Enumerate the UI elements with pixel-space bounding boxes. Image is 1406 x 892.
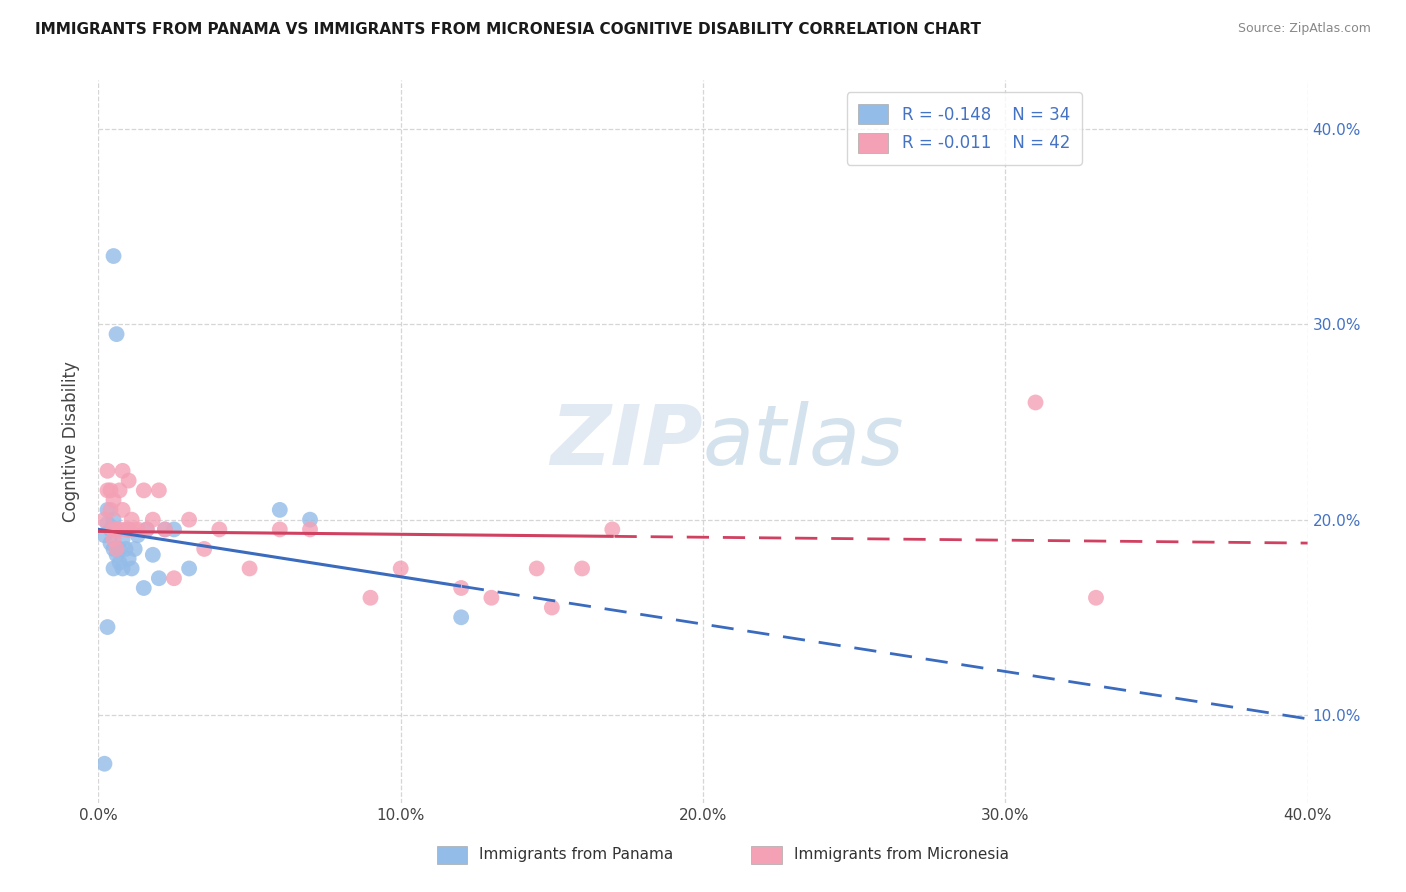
Text: Source: ZipAtlas.com: Source: ZipAtlas.com (1237, 22, 1371, 36)
Point (105, 523, 128, 537)
Point (142, 548, 165, 562)
Text: IMMIGRANTS FROM PANAMA VS IMMIGRANTS FROM MICRONESIA COGNITIVE DISABILITY CORREL: IMMIGRANTS FROM PANAMA VS IMMIGRANTS FRO… (35, 22, 981, 37)
Point (118, 474, 141, 488)
Point (163, 523, 186, 537)
Point (602, 523, 624, 537)
Text: atlas: atlas (703, 401, 904, 482)
Point (93, 513, 115, 527)
Point (96, 620, 118, 634)
Point (179, 513, 201, 527)
Point (103, 541, 125, 556)
Point (124, 523, 146, 537)
Point (153, 523, 176, 537)
Point (96, 516, 118, 531)
FancyBboxPatch shape (751, 847, 782, 864)
Point (105, 541, 128, 556)
Point (114, 541, 136, 556)
Point (121, 513, 143, 527)
Point (96, 464, 118, 478)
Point (124, 541, 146, 556)
Point (299, 523, 322, 537)
Point (148, 483, 170, 498)
Point (450, 610, 472, 624)
Point (108, 483, 131, 498)
Point (108, 556, 131, 570)
Point (111, 503, 134, 517)
Point (100, 536, 122, 550)
Point (100, 503, 122, 517)
Point (389, 561, 412, 575)
Point (105, 327, 128, 342)
Point (93, 528, 115, 542)
Point (1085, 591, 1108, 605)
Point (132, 581, 155, 595)
Point (105, 548, 128, 562)
Point (108, 541, 131, 556)
Y-axis label: Cognitive Disability: Cognitive Disability (62, 361, 80, 522)
Point (111, 532, 134, 546)
Point (193, 541, 215, 556)
Point (1024, 395, 1046, 409)
Point (93, 756, 115, 771)
Point (118, 523, 141, 537)
Point (135, 523, 157, 537)
Point (269, 523, 291, 537)
Point (108, 523, 131, 537)
Text: ZIP: ZIP (550, 401, 703, 482)
Point (450, 581, 472, 595)
Point (105, 523, 128, 537)
Point (269, 503, 291, 517)
Point (96, 503, 118, 517)
Point (118, 551, 141, 566)
Point (118, 523, 141, 537)
Point (360, 591, 382, 605)
Point (111, 464, 134, 478)
Point (526, 561, 548, 575)
Point (103, 523, 125, 537)
Point (96, 483, 118, 498)
Point (481, 591, 503, 605)
Point (121, 561, 143, 575)
Text: Immigrants from Micronesia: Immigrants from Micronesia (793, 847, 1008, 863)
Point (100, 523, 122, 537)
Point (179, 561, 201, 575)
Point (127, 523, 149, 537)
Legend: R = -0.148    N = 34, R = -0.011    N = 42: R = -0.148 N = 34, R = -0.011 N = 42 (846, 92, 1081, 164)
Point (163, 571, 186, 585)
Point (148, 571, 170, 585)
Text: Immigrants from Panama: Immigrants from Panama (479, 847, 673, 863)
Point (299, 513, 322, 527)
Point (103, 249, 125, 263)
Point (100, 483, 122, 498)
Point (135, 523, 157, 537)
Point (111, 561, 134, 575)
FancyBboxPatch shape (437, 847, 467, 864)
Point (103, 513, 125, 527)
Point (127, 528, 149, 542)
Point (540, 600, 562, 615)
Point (103, 532, 125, 546)
Point (132, 483, 155, 498)
Point (114, 523, 136, 537)
Point (103, 493, 125, 508)
Point (153, 523, 176, 537)
Point (239, 561, 262, 575)
Point (142, 513, 165, 527)
Point (208, 523, 231, 537)
Point (103, 561, 125, 575)
Point (571, 561, 593, 575)
